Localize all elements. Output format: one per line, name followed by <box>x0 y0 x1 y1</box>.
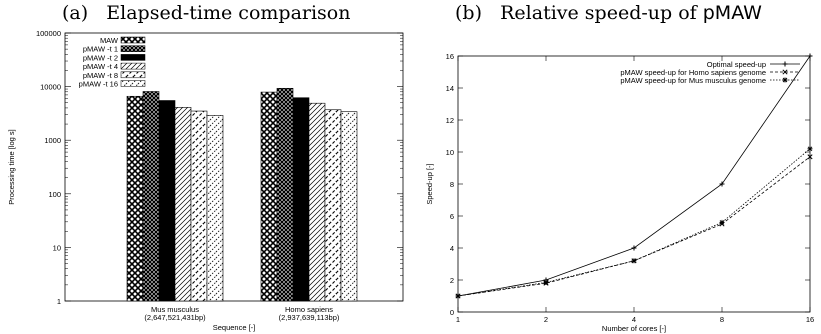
x-tick-label-b: 2 <box>544 315 548 324</box>
plot-area-a <box>64 32 404 302</box>
series-line-3 <box>457 148 811 297</box>
data-point-3 <box>719 219 725 225</box>
x-tick-label-a: Mus musculus <box>151 305 199 314</box>
y-tick-label-a: 1000 <box>44 136 61 145</box>
legend-swatch-a <box>120 71 146 79</box>
legend-swatch-a <box>120 62 146 70</box>
legend-label-b: pMAW speed-up for Homo sapiens genome <box>620 68 766 77</box>
legend-marker-b <box>782 69 788 75</box>
bar <box>260 91 278 302</box>
y-tick-label-a: 10000 <box>40 83 61 92</box>
x-tick-sublabel-a: (2,937,639,113bp) <box>279 313 340 322</box>
legend-label-a: pMAW -t 2 <box>83 53 118 62</box>
legend-swatch-a <box>120 54 146 61</box>
bar <box>276 87 294 302</box>
x-tick-label-b: 16 <box>806 315 814 324</box>
data-point-1 <box>631 245 637 251</box>
y-tick-label-b: 14 <box>446 84 454 93</box>
bar <box>340 111 358 302</box>
y-tick-label-b: 10 <box>446 148 454 157</box>
bar <box>174 107 192 302</box>
bar <box>190 110 208 302</box>
y-tick-label-a: 100000 <box>36 29 61 38</box>
y-tick-label-b: 2 <box>450 276 454 285</box>
x-tick-label-b: 8 <box>720 315 724 324</box>
legend-swatch-a <box>120 36 146 44</box>
y-tick-label-a: 100 <box>48 190 61 199</box>
legend-label-a: MAW <box>100 36 119 45</box>
data-point-1 <box>807 53 813 59</box>
legend-swatch-a <box>120 80 146 87</box>
bar <box>206 115 224 302</box>
y-tick-label-b: 6 <box>450 212 454 221</box>
legend-swatch-a <box>120 45 146 52</box>
x-tick-label-b: 4 <box>632 315 636 324</box>
legend-label-a: pMAW -t 1 <box>83 45 118 54</box>
chart-b-title: (b) Relative speed-up of pMAW <box>455 2 762 24</box>
bar <box>142 91 160 302</box>
legend-label-b: pMAW speed-up for Mus musculus genome <box>620 76 766 85</box>
chart-a-title: (a) Elapsed-time comparison <box>62 2 351 24</box>
x-axis-label-b: Number of cores [-] <box>602 324 666 333</box>
legend-label-a: pMAW -t 16 <box>79 80 118 89</box>
bar <box>292 97 310 302</box>
legend-label-a: pMAW -t 8 <box>83 71 118 80</box>
y-tick-label-b: 8 <box>450 180 454 189</box>
data-point-2 <box>807 154 813 160</box>
bar <box>158 100 176 302</box>
data-point-3 <box>631 258 637 264</box>
y-tick-label-b: 16 <box>446 52 454 61</box>
legend-label-a: pMAW -t 4 <box>83 62 118 71</box>
y-tick-label-a: 1 <box>57 297 61 306</box>
bar <box>308 102 326 302</box>
bar <box>126 95 144 302</box>
data-point-3 <box>455 293 461 299</box>
legend-label-b: Optimal speed-up <box>707 60 766 69</box>
x-tick-label-a: Homo sapiens <box>285 305 333 314</box>
data-point-1 <box>719 181 725 187</box>
x-tick-label-b: 1 <box>456 315 460 324</box>
plot-area-b <box>457 55 811 313</box>
y-axis-label-b: Speed-up [-] <box>425 163 434 204</box>
x-axis-label-a: Sequence [-] <box>213 323 256 332</box>
y-tick-label-b: 4 <box>450 244 454 253</box>
x-tick-sublabel-a: (2,647,521,431bp) <box>144 313 206 322</box>
series-line-2 <box>457 156 811 297</box>
legend-marker-b <box>782 77 788 83</box>
y-axis-label-a: Processing time [log s] <box>7 129 16 204</box>
legend-marker-b <box>782 61 788 67</box>
y-tick-label-a: 10 <box>53 243 61 252</box>
data-point-3 <box>543 279 549 285</box>
data-point-3 <box>807 146 813 152</box>
y-tick-label-b: 12 <box>446 116 454 125</box>
bar <box>324 109 342 302</box>
y-tick-label-b: 0 <box>450 308 454 317</box>
